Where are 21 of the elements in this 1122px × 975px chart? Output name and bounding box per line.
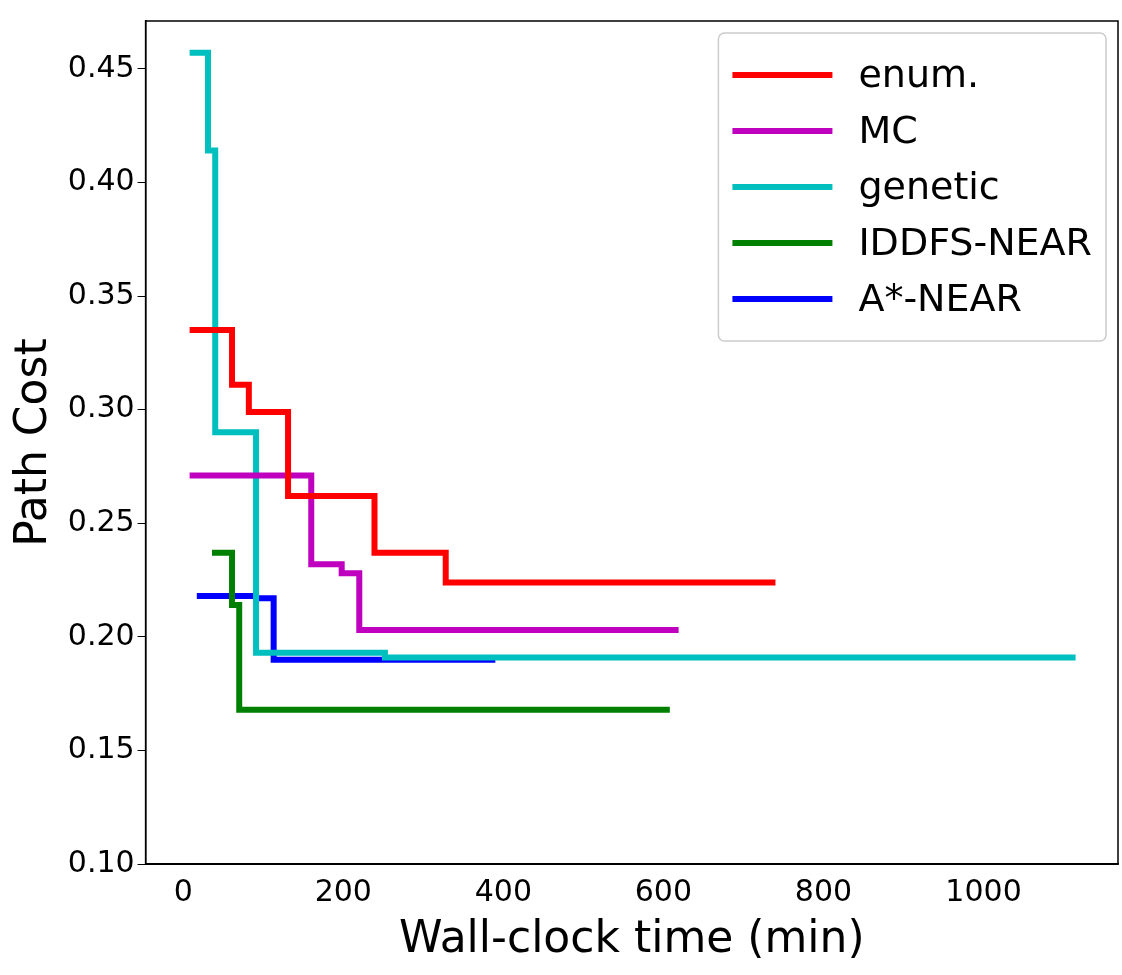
y-tick-label: 0.30 (67, 389, 135, 425)
y-tick-label: 0.15 (67, 730, 135, 766)
y-tick-label: 0.20 (67, 616, 135, 652)
x-tick-label: 1000 (945, 873, 1022, 908)
y-tick-label: 0.35 (67, 275, 135, 311)
legend-label: enum. (858, 51, 980, 96)
x-tick-label: 600 (634, 873, 693, 908)
x-tick-label: 400 (474, 873, 532, 908)
x-tick-label: 200 (314, 873, 372, 908)
x-axis-title: Wall-clock time (min) (398, 911, 865, 963)
legend-label: genetic (858, 163, 1000, 208)
legend-label: MC (858, 107, 918, 152)
y-tick-label: 0.45 (67, 48, 135, 84)
x-tick-label: 800 (794, 873, 853, 908)
x-tick-label: 0 (173, 873, 193, 908)
y-tick-label: 0.10 (67, 844, 135, 879)
legend-label: A*-NEAR (858, 275, 1022, 320)
y-tick-label: 0.25 (67, 503, 135, 539)
y-tick-label: 0.40 (67, 162, 135, 198)
legend-label: IDDFS-NEAR (858, 219, 1093, 264)
y-axis-title: Path Cost (4, 338, 56, 547)
